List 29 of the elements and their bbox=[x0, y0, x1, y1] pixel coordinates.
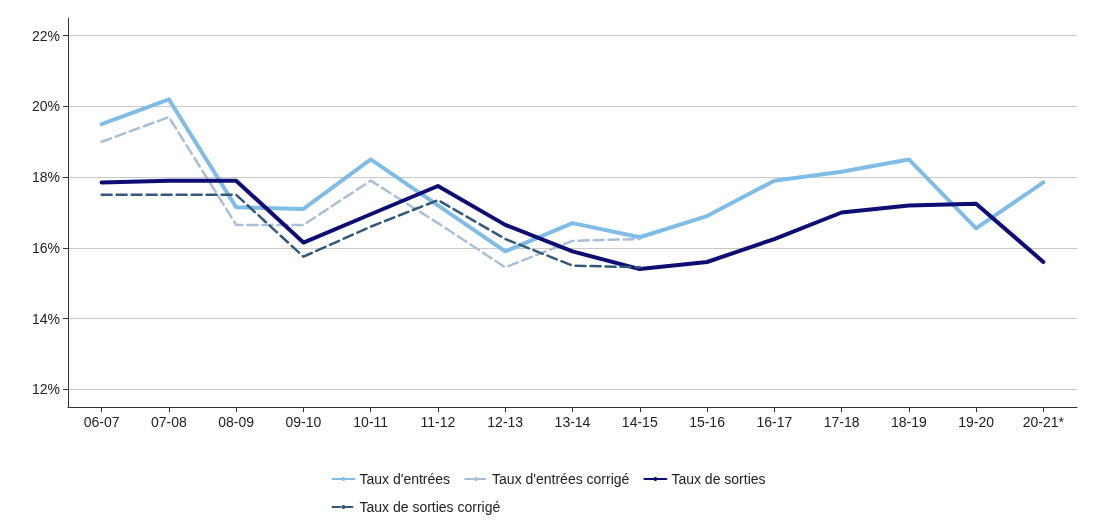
x-tick-label: 10-11 bbox=[353, 414, 389, 430]
x-tick-label: 19-20 bbox=[958, 414, 995, 430]
line-series bbox=[99, 97, 1046, 254]
x-tick-label: 14-15 bbox=[621, 414, 658, 430]
line-series bbox=[99, 178, 1046, 272]
x-tick-label: 13-14 bbox=[554, 414, 591, 430]
x-tick-label: 08-09 bbox=[218, 414, 255, 430]
y-tick-label: 18% bbox=[31, 169, 60, 186]
y-tick-label: 14% bbox=[31, 310, 60, 327]
legend-label: Taux de sorties corrigé bbox=[359, 499, 501, 515]
x-tick-label: 07-08 bbox=[150, 414, 188, 430]
x-tick-label: 17-18 bbox=[823, 414, 860, 430]
line-series bbox=[100, 115, 642, 269]
y-tick-label: 16% bbox=[31, 239, 60, 256]
x-tick-label: 15-16 bbox=[689, 414, 726, 430]
x-tick-label: 20-21* bbox=[1022, 414, 1065, 430]
x-tick-label: 06-07 bbox=[83, 414, 120, 430]
y-tick-label: 12% bbox=[31, 381, 60, 398]
line-series bbox=[100, 193, 642, 269]
legend-label: Taux d'entrées corrigé bbox=[492, 471, 630, 487]
legend-label: Taux d'entrées bbox=[359, 471, 451, 487]
x-tick-label: 12-13 bbox=[487, 414, 524, 430]
legend-label: Taux de sorties bbox=[671, 471, 766, 487]
y-tick-label: 22% bbox=[31, 27, 60, 44]
x-tick-label: 16-17 bbox=[756, 414, 793, 430]
x-tick-label: 11-12 bbox=[420, 414, 456, 430]
x-tick-label: 09-10 bbox=[285, 414, 322, 430]
y-tick-label: 20% bbox=[31, 98, 60, 115]
x-tick-label: 18-19 bbox=[890, 414, 927, 430]
